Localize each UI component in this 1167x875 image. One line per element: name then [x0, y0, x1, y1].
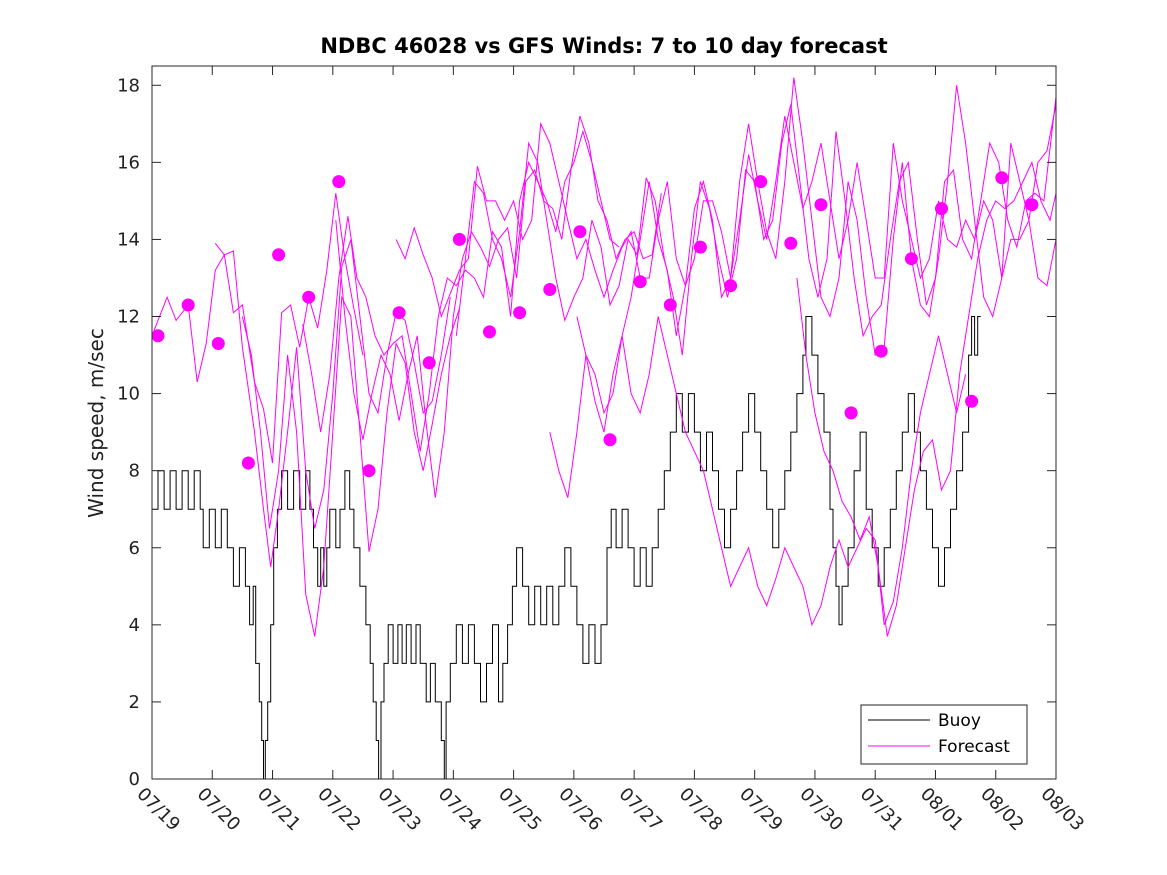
forecast-marker: [573, 225, 587, 239]
x-tick-label: 08/01: [916, 784, 968, 836]
x-tick-label: 07/26: [554, 784, 606, 836]
forecast-marker-layer: [151, 171, 1039, 478]
x-tick-label: 07/27: [615, 784, 667, 836]
forecast-marker: [603, 433, 617, 447]
forecast-marker: [483, 325, 496, 339]
plot-frame: [151, 65, 1057, 780]
x-tick-label: 07/19: [132, 784, 184, 836]
x-tick-label: 08/02: [976, 784, 1028, 836]
y-tick-label: 0: [129, 769, 140, 790]
y-tick-label: 18: [117, 75, 140, 96]
forecast-marker: [814, 198, 828, 212]
forecast-marker: [362, 464, 376, 478]
x-tick-label: 07/21: [253, 784, 305, 836]
forecast-marker: [392, 306, 406, 320]
buoy-line: [152, 316, 981, 779]
forecast-line: [335, 115, 662, 498]
forecast-marker: [302, 290, 316, 304]
buoy-series-layer: [152, 316, 981, 779]
x-tick-label: 07/23: [374, 784, 426, 836]
legend: Buoy Forecast: [860, 704, 1028, 765]
legend-buoy-label: Buoy: [938, 711, 981, 731]
forecast-marker: [663, 298, 677, 312]
x-tick-label: 07/20: [193, 784, 245, 836]
y-tick-label: 8: [129, 461, 140, 482]
forecast-marker: [241, 456, 255, 470]
forecast-marker: [693, 240, 707, 254]
forecast-marker: [904, 252, 918, 266]
forecast-series-layer: [152, 77, 1056, 637]
forecast-line: [549, 77, 1056, 498]
plot-area: [152, 66, 1056, 779]
forecast-marker: [874, 344, 888, 358]
forecast-marker: [935, 202, 948, 216]
forecast-line: [796, 160, 1056, 637]
x-tick-label: 07/30: [795, 784, 847, 836]
y-tick-label: 14: [117, 229, 140, 250]
x-tick-label: 07/28: [675, 784, 727, 836]
x-tick-label: 07/31: [856, 784, 908, 836]
forecast-line: [302, 129, 620, 452]
chart-title: NDBC 46028 vs GFS Winds: 7 to 10 day for…: [320, 34, 887, 58]
forecast-marker: [452, 232, 466, 246]
forecast-marker: [272, 248, 286, 262]
y-tick-label: 12: [117, 307, 140, 328]
y-tick-label: 4: [129, 615, 140, 636]
legend-forecast-label: Forecast: [938, 737, 1010, 757]
legend-box: [860, 704, 1028, 765]
forecast-marker: [633, 275, 647, 289]
forecast-marker: [784, 236, 798, 250]
forecast-line: [241, 295, 460, 637]
y-tick-label: 2: [129, 692, 140, 713]
forecast-line: [576, 316, 967, 627]
forecast-line: [214, 239, 451, 568]
forecast-marker: [151, 329, 165, 343]
x-tick-label: 07/25: [494, 784, 546, 836]
y-tick-label: 6: [129, 538, 140, 559]
forecast-line: [395, 104, 1056, 319]
forecast-marker: [211, 337, 225, 350]
forecast-marker: [965, 394, 979, 408]
x-tick-label: 08/03: [1036, 784, 1088, 836]
forecast-marker: [422, 356, 436, 370]
forecast-marker: [724, 279, 738, 293]
x-tick-label: 07/29: [735, 784, 787, 836]
forecast-marker: [995, 171, 1009, 185]
y-tick-label: 16: [117, 152, 140, 173]
y-axis-label: Wind speed, m/sec: [84, 328, 108, 518]
y-axis: 0 2 4 6 8 10 12 14 16 18: [117, 75, 1056, 790]
forecast-marker: [513, 306, 527, 320]
y-tick-label: 10: [117, 384, 140, 405]
forecast-marker: [754, 175, 768, 189]
forecast-marker: [1025, 198, 1039, 212]
x-tick-label: 07/24: [434, 784, 486, 836]
forecast-marker: [181, 298, 195, 312]
x-tick-label: 07/22: [313, 784, 365, 836]
forecast-marker: [332, 175, 346, 189]
forecast-marker: [543, 283, 557, 296]
forecast-marker: [844, 406, 858, 420]
